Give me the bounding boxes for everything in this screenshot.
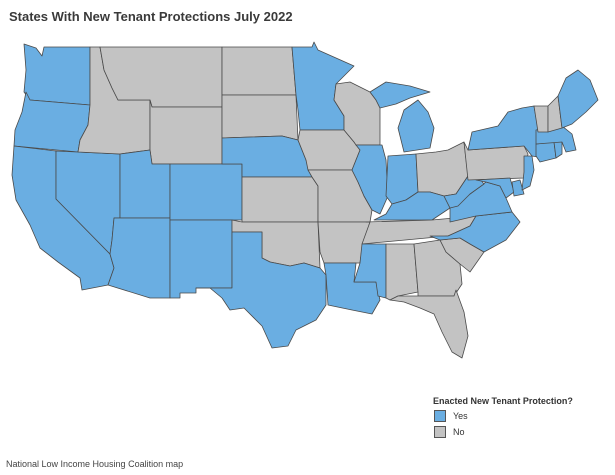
- legend-label-no: No: [453, 427, 465, 437]
- state-KS[interactable]: [241, 176, 319, 223]
- state-ME[interactable]: [557, 69, 599, 129]
- state-TX[interactable]: [195, 231, 327, 349]
- legend-item-no: No: [434, 426, 573, 438]
- state-NJ[interactable]: [521, 155, 535, 191]
- legend-label-yes: Yes: [453, 411, 468, 421]
- state-KY[interactable]: [373, 191, 451, 221]
- state-IL[interactable]: [351, 144, 389, 215]
- state-ND[interactable]: [221, 46, 297, 96]
- state-MT[interactable]: [99, 46, 223, 108]
- state-FL[interactable]: [389, 289, 469, 359]
- state-WA[interactable]: [23, 43, 91, 106]
- legend-swatch-yes: [434, 410, 446, 422]
- legend-title: Enacted New Tenant Protection?: [433, 396, 573, 406]
- state-AZ[interactable]: [107, 217, 171, 299]
- legend: Enacted New Tenant Protection? Yes No: [433, 396, 573, 438]
- state-DE[interactable]: [511, 179, 525, 197]
- state-WY[interactable]: [149, 99, 223, 165]
- state-MI[interactable]: [369, 81, 435, 153]
- state-NM[interactable]: [169, 219, 233, 299]
- legend-swatch-no: [434, 426, 446, 438]
- source-credit: National Low Income Housing Coalition ma…: [6, 459, 184, 469]
- state-NC[interactable]: [429, 211, 521, 253]
- state-MD[interactable]: [475, 177, 515, 199]
- legend-item-yes: Yes: [434, 410, 573, 422]
- state-LA[interactable]: [323, 262, 381, 315]
- state-CT[interactable]: [535, 141, 557, 163]
- state-AL[interactable]: [385, 243, 419, 301]
- state-SD[interactable]: [221, 94, 299, 141]
- state-CO[interactable]: [169, 163, 243, 221]
- map-title: States With New Tenant Protections July …: [9, 9, 293, 24]
